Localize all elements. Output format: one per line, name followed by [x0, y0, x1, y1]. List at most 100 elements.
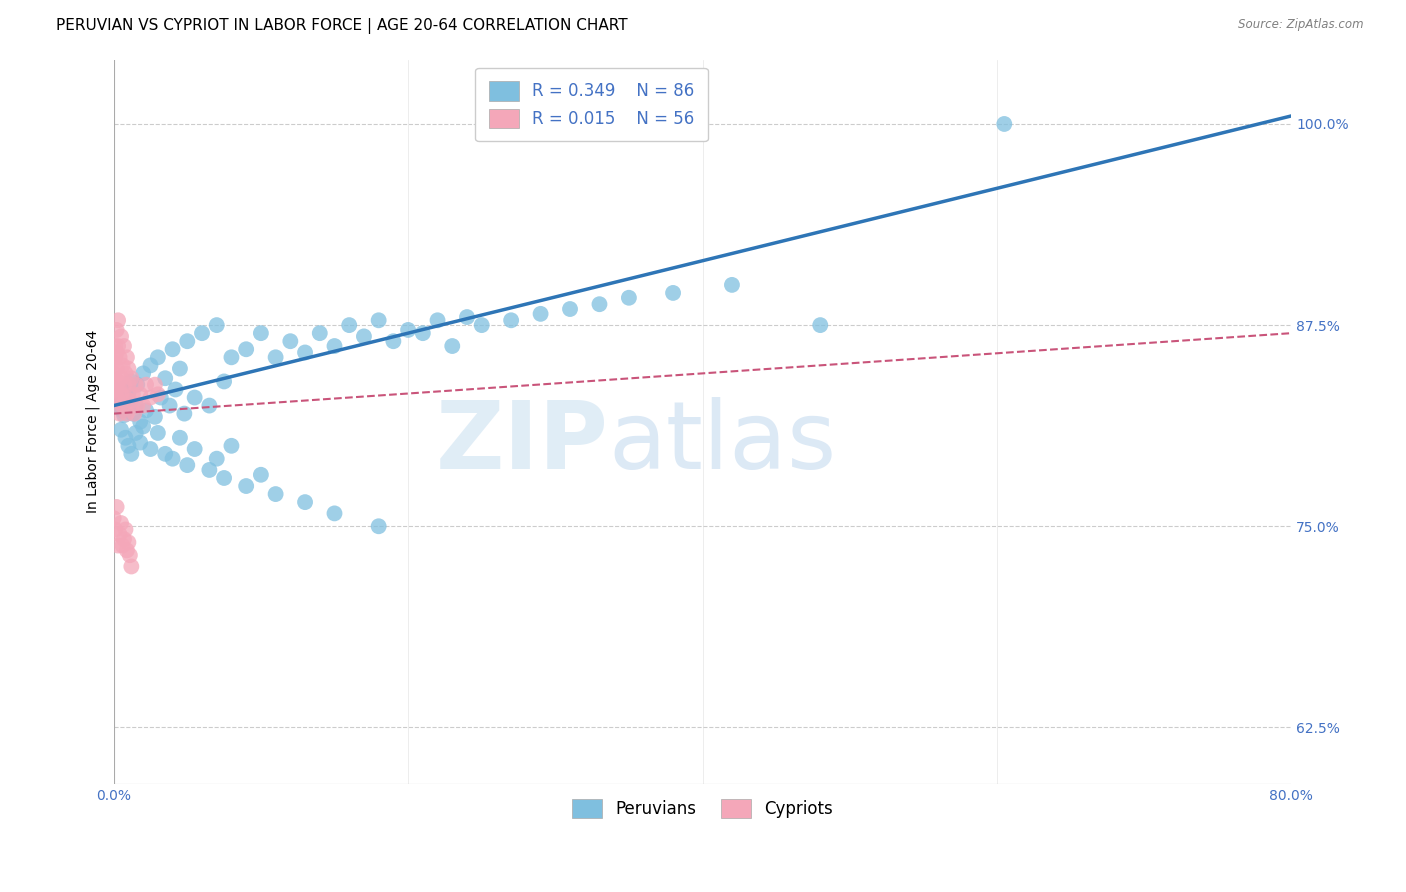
- Point: [308, 326, 330, 340]
- Point: [162, 451, 184, 466]
- Point: [118, 548, 141, 562]
- Point: [250, 326, 273, 340]
- Point: [165, 383, 187, 397]
- Point: [235, 479, 257, 493]
- Point: [353, 329, 375, 343]
- Point: [112, 409, 135, 423]
- Point: [264, 351, 287, 365]
- Point: [107, 339, 129, 353]
- Point: [205, 318, 228, 332]
- Point: [111, 399, 134, 413]
- Point: [103, 383, 125, 397]
- Point: [117, 535, 139, 549]
- Point: [104, 387, 127, 401]
- Point: [108, 383, 131, 397]
- Point: [135, 377, 157, 392]
- Point: [105, 323, 128, 337]
- Y-axis label: In Labor Force | Age 20-64: In Labor Force | Age 20-64: [86, 330, 100, 513]
- Point: [104, 523, 127, 537]
- Point: [162, 343, 184, 357]
- Point: [146, 351, 169, 365]
- Point: [382, 334, 405, 349]
- Point: [118, 393, 141, 408]
- Point: [323, 507, 346, 521]
- Point: [183, 391, 205, 405]
- Point: [110, 423, 132, 437]
- Point: [110, 397, 132, 411]
- Point: [146, 387, 169, 401]
- Point: [107, 539, 129, 553]
- Point: [115, 407, 138, 421]
- Point: [212, 471, 235, 485]
- Text: Source: ZipAtlas.com: Source: ZipAtlas.com: [1239, 18, 1364, 31]
- Point: [112, 377, 135, 392]
- Point: [808, 318, 831, 332]
- Point: [120, 371, 142, 385]
- Point: [149, 391, 172, 405]
- Point: [114, 381, 136, 395]
- Point: [103, 377, 125, 392]
- Point: [115, 543, 138, 558]
- Point: [120, 375, 142, 389]
- Point: [132, 399, 155, 413]
- Point: [169, 361, 191, 376]
- Point: [120, 559, 142, 574]
- Point: [103, 367, 125, 381]
- Point: [588, 297, 610, 311]
- Point: [264, 487, 287, 501]
- Point: [108, 351, 131, 365]
- Point: [132, 367, 155, 381]
- Point: [114, 367, 136, 381]
- Point: [721, 277, 744, 292]
- Point: [183, 442, 205, 456]
- Point: [104, 383, 127, 397]
- Point: [121, 407, 143, 421]
- Point: [396, 323, 419, 337]
- Point: [501, 313, 523, 327]
- Point: [471, 318, 494, 332]
- Point: [107, 400, 129, 414]
- Point: [135, 403, 157, 417]
- Point: [155, 371, 177, 385]
- Point: [115, 351, 138, 365]
- Point: [110, 387, 132, 401]
- Point: [250, 467, 273, 482]
- Point: [125, 425, 148, 440]
- Point: [198, 399, 221, 413]
- Point: [105, 391, 128, 405]
- Point: [107, 393, 129, 408]
- Point: [107, 375, 129, 389]
- Point: [441, 339, 464, 353]
- Point: [117, 377, 139, 392]
- Point: [139, 391, 162, 405]
- Point: [105, 345, 128, 359]
- Point: [129, 415, 152, 429]
- Point: [105, 500, 128, 514]
- Point: [155, 447, 177, 461]
- Point: [143, 409, 166, 424]
- Point: [129, 387, 152, 401]
- Point: [108, 389, 131, 403]
- Point: [114, 391, 136, 405]
- Point: [117, 385, 139, 400]
- Point: [323, 339, 346, 353]
- Point: [205, 451, 228, 466]
- Point: [337, 318, 360, 332]
- Point: [105, 393, 128, 408]
- Point: [139, 442, 162, 456]
- Point: [294, 345, 316, 359]
- Point: [456, 310, 478, 324]
- Point: [127, 399, 149, 413]
- Point: [169, 431, 191, 445]
- Text: PERUVIAN VS CYPRIOT IN LABOR FORCE | AGE 20-64 CORRELATION CHART: PERUVIAN VS CYPRIOT IN LABOR FORCE | AGE…: [56, 18, 628, 34]
- Text: ZIP: ZIP: [436, 398, 609, 490]
- Point: [112, 532, 135, 546]
- Point: [117, 361, 139, 376]
- Point: [105, 361, 128, 376]
- Point: [103, 511, 125, 525]
- Point: [108, 407, 131, 421]
- Point: [129, 435, 152, 450]
- Point: [111, 403, 134, 417]
- Point: [117, 439, 139, 453]
- Point: [212, 375, 235, 389]
